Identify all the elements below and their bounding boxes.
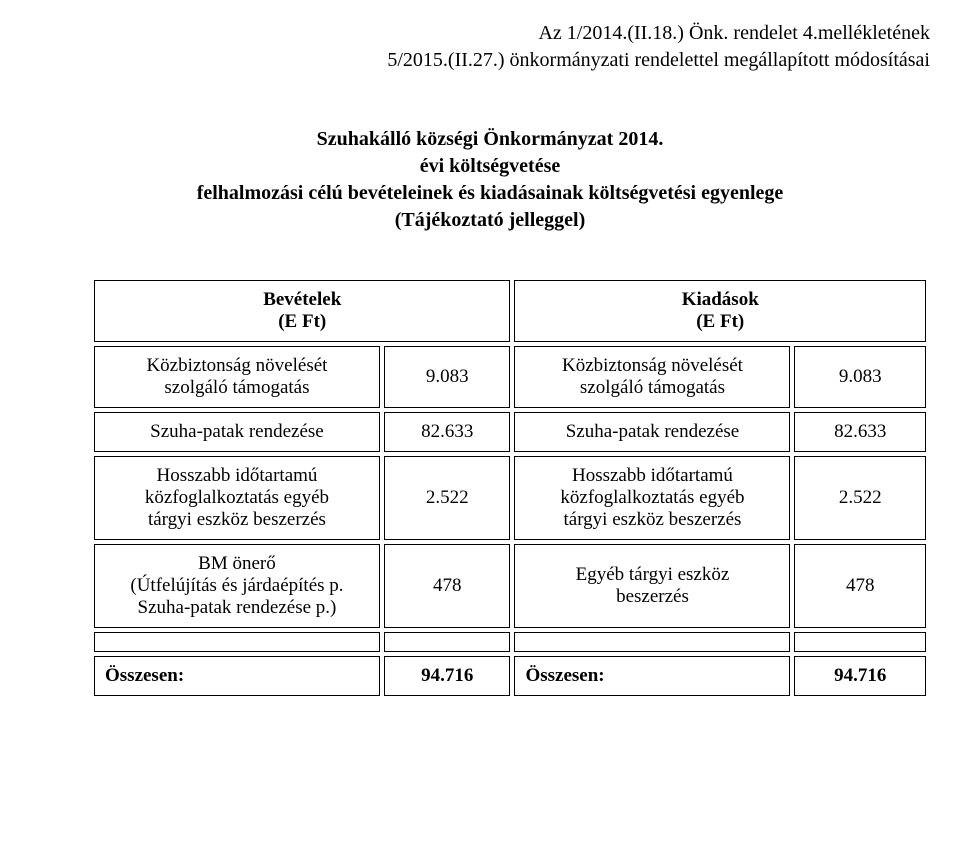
rev-total-label: Összesen: xyxy=(94,656,380,696)
rev-label-l2: szolgáló támogatás xyxy=(105,377,369,399)
rev-label-l1: Hosszabb időtartamú xyxy=(105,465,369,487)
rev-value-cell: 478 xyxy=(384,544,511,628)
title-line-1: Szuhakálló községi Önkormányzat 2014. xyxy=(90,126,890,153)
exp-label-cell: Közbiztonság növelését szolgáló támogatá… xyxy=(514,346,790,408)
table-header-row: Bevételek (E Ft) Kiadások (E Ft) xyxy=(94,280,926,342)
document-title: Szuhakálló községi Önkormányzat 2014. év… xyxy=(90,126,930,234)
table-row: Hosszabb időtartamú közfoglalkoztatás eg… xyxy=(94,456,926,540)
document-header: Az 1/2014.(II.18.) Önk. rendelet 4.mellé… xyxy=(90,20,930,74)
exp-label-l1: Egyéb tárgyi eszköz xyxy=(525,564,779,586)
rev-label-cell: BM önerő (Útfelújítás és járdaépítés p. … xyxy=(94,544,380,628)
exp-value-cell: 2.522 xyxy=(794,456,926,540)
rev-label-l2: (Útfelújítás és járdaépítés p. xyxy=(105,575,369,597)
expense-header-cell: Kiadások (E Ft) xyxy=(514,280,926,342)
title-line-4: (Tájékoztató jelleggel) xyxy=(90,207,890,234)
exp-label-l2: szolgáló támogatás xyxy=(525,377,779,399)
header-line-1: Az 1/2014.(II.18.) Önk. rendelet 4.mellé… xyxy=(90,20,930,47)
expense-header-l1: Kiadások xyxy=(525,289,915,311)
table-row: BM önerő (Útfelújítás és járdaépítés p. … xyxy=(94,544,926,628)
exp-label-l1: Közbiztonság növelését xyxy=(525,355,779,377)
table-row: Szuha-patak rendezése 82.633 Szuha-patak… xyxy=(94,412,926,452)
exp-value-cell: 82.633 xyxy=(794,412,926,452)
exp-value-cell: 478 xyxy=(794,544,926,628)
table-row: Közbiztonság növelését szolgáló támogatá… xyxy=(94,346,926,408)
rev-value-cell: 82.633 xyxy=(384,412,511,452)
rev-label-l1: BM önerő xyxy=(105,553,369,575)
rev-label-l1: Közbiztonság növelését xyxy=(105,355,369,377)
rev-value-cell: 2.522 xyxy=(384,456,511,540)
title-line-3: felhalmozási célú bevételeinek és kiadás… xyxy=(90,180,890,207)
exp-label-l3: tárgyi eszköz beszerzés xyxy=(525,509,779,531)
exp-label-l2: közfoglalkoztatás egyéb xyxy=(525,487,779,509)
exp-label-cell: Szuha-patak rendezése xyxy=(514,412,790,452)
rev-label-l2: közfoglalkoztatás egyéb xyxy=(105,487,369,509)
rev-total-value: 94.716 xyxy=(384,656,511,696)
revenue-header-l1: Bevételek xyxy=(105,289,499,311)
rev-label-cell: Közbiztonság növelését szolgáló támogatá… xyxy=(94,346,380,408)
rev-label-cell: Hosszabb időtartamú közfoglalkoztatás eg… xyxy=(94,456,380,540)
exp-label-l2: beszerzés xyxy=(525,586,779,608)
table-total-row: Összesen: 94.716 Összesen: 94.716 xyxy=(94,656,926,696)
document-page: Az 1/2014.(II.18.) Önk. rendelet 4.mellé… xyxy=(0,0,960,852)
rev-label-l3: Szuha-patak rendezése p.) xyxy=(105,597,369,619)
exp-label-cell: Hosszabb időtartamú közfoglalkoztatás eg… xyxy=(514,456,790,540)
header-line-2: 5/2015.(II.27.) önkormányzati rendelette… xyxy=(90,47,930,74)
title-line-2: évi költségvetése xyxy=(90,153,890,180)
exp-label-cell: Egyéb tárgyi eszköz beszerzés xyxy=(514,544,790,628)
rev-value-cell: 9.083 xyxy=(384,346,511,408)
exp-total-label: Összesen: xyxy=(514,656,790,696)
revenue-header-l2: (E Ft) xyxy=(105,311,499,333)
exp-label-l1: Hosszabb időtartamú xyxy=(525,465,779,487)
rev-label-l3: tárgyi eszköz beszerzés xyxy=(105,509,369,531)
expense-header-l2: (E Ft) xyxy=(525,311,915,333)
revenue-header-cell: Bevételek (E Ft) xyxy=(94,280,510,342)
exp-value-cell: 9.083 xyxy=(794,346,926,408)
exp-total-value: 94.716 xyxy=(794,656,926,696)
rev-label-cell: Szuha-patak rendezése xyxy=(94,412,380,452)
table-empty-row xyxy=(94,632,926,652)
budget-table: Bevételek (E Ft) Kiadások (E Ft) Közbizt… xyxy=(90,276,930,700)
